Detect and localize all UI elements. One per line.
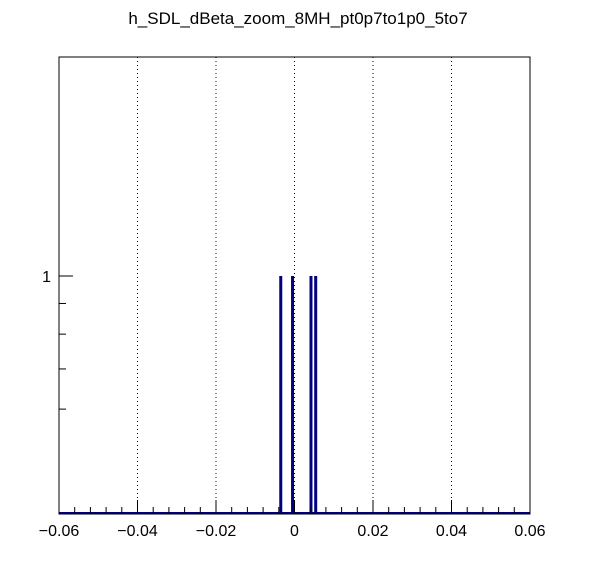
x-tick-label: 0 <box>290 523 299 540</box>
grid-lines <box>137 57 452 514</box>
x-tick-label: 0.04 <box>436 523 467 540</box>
x-axis-ticks: −0.06 −0.04 −0.02 0 0.02 0.04 0.06 <box>39 500 546 540</box>
y-tick-label: 1 <box>42 269 51 286</box>
x-tick-label: 0.02 <box>357 523 388 540</box>
x-tick-label: −0.02 <box>196 523 237 540</box>
y-axis-ticks: 1 <box>42 269 73 410</box>
x-tick-label: 0.06 <box>514 523 545 540</box>
x-tick-label: −0.04 <box>117 523 158 540</box>
chart-title: h_SDL_dBeta_zoom_8MH_pt0p7to1p0_5to7 <box>128 9 468 28</box>
histogram-bars <box>59 276 530 514</box>
x-tick-label: −0.06 <box>39 523 80 540</box>
